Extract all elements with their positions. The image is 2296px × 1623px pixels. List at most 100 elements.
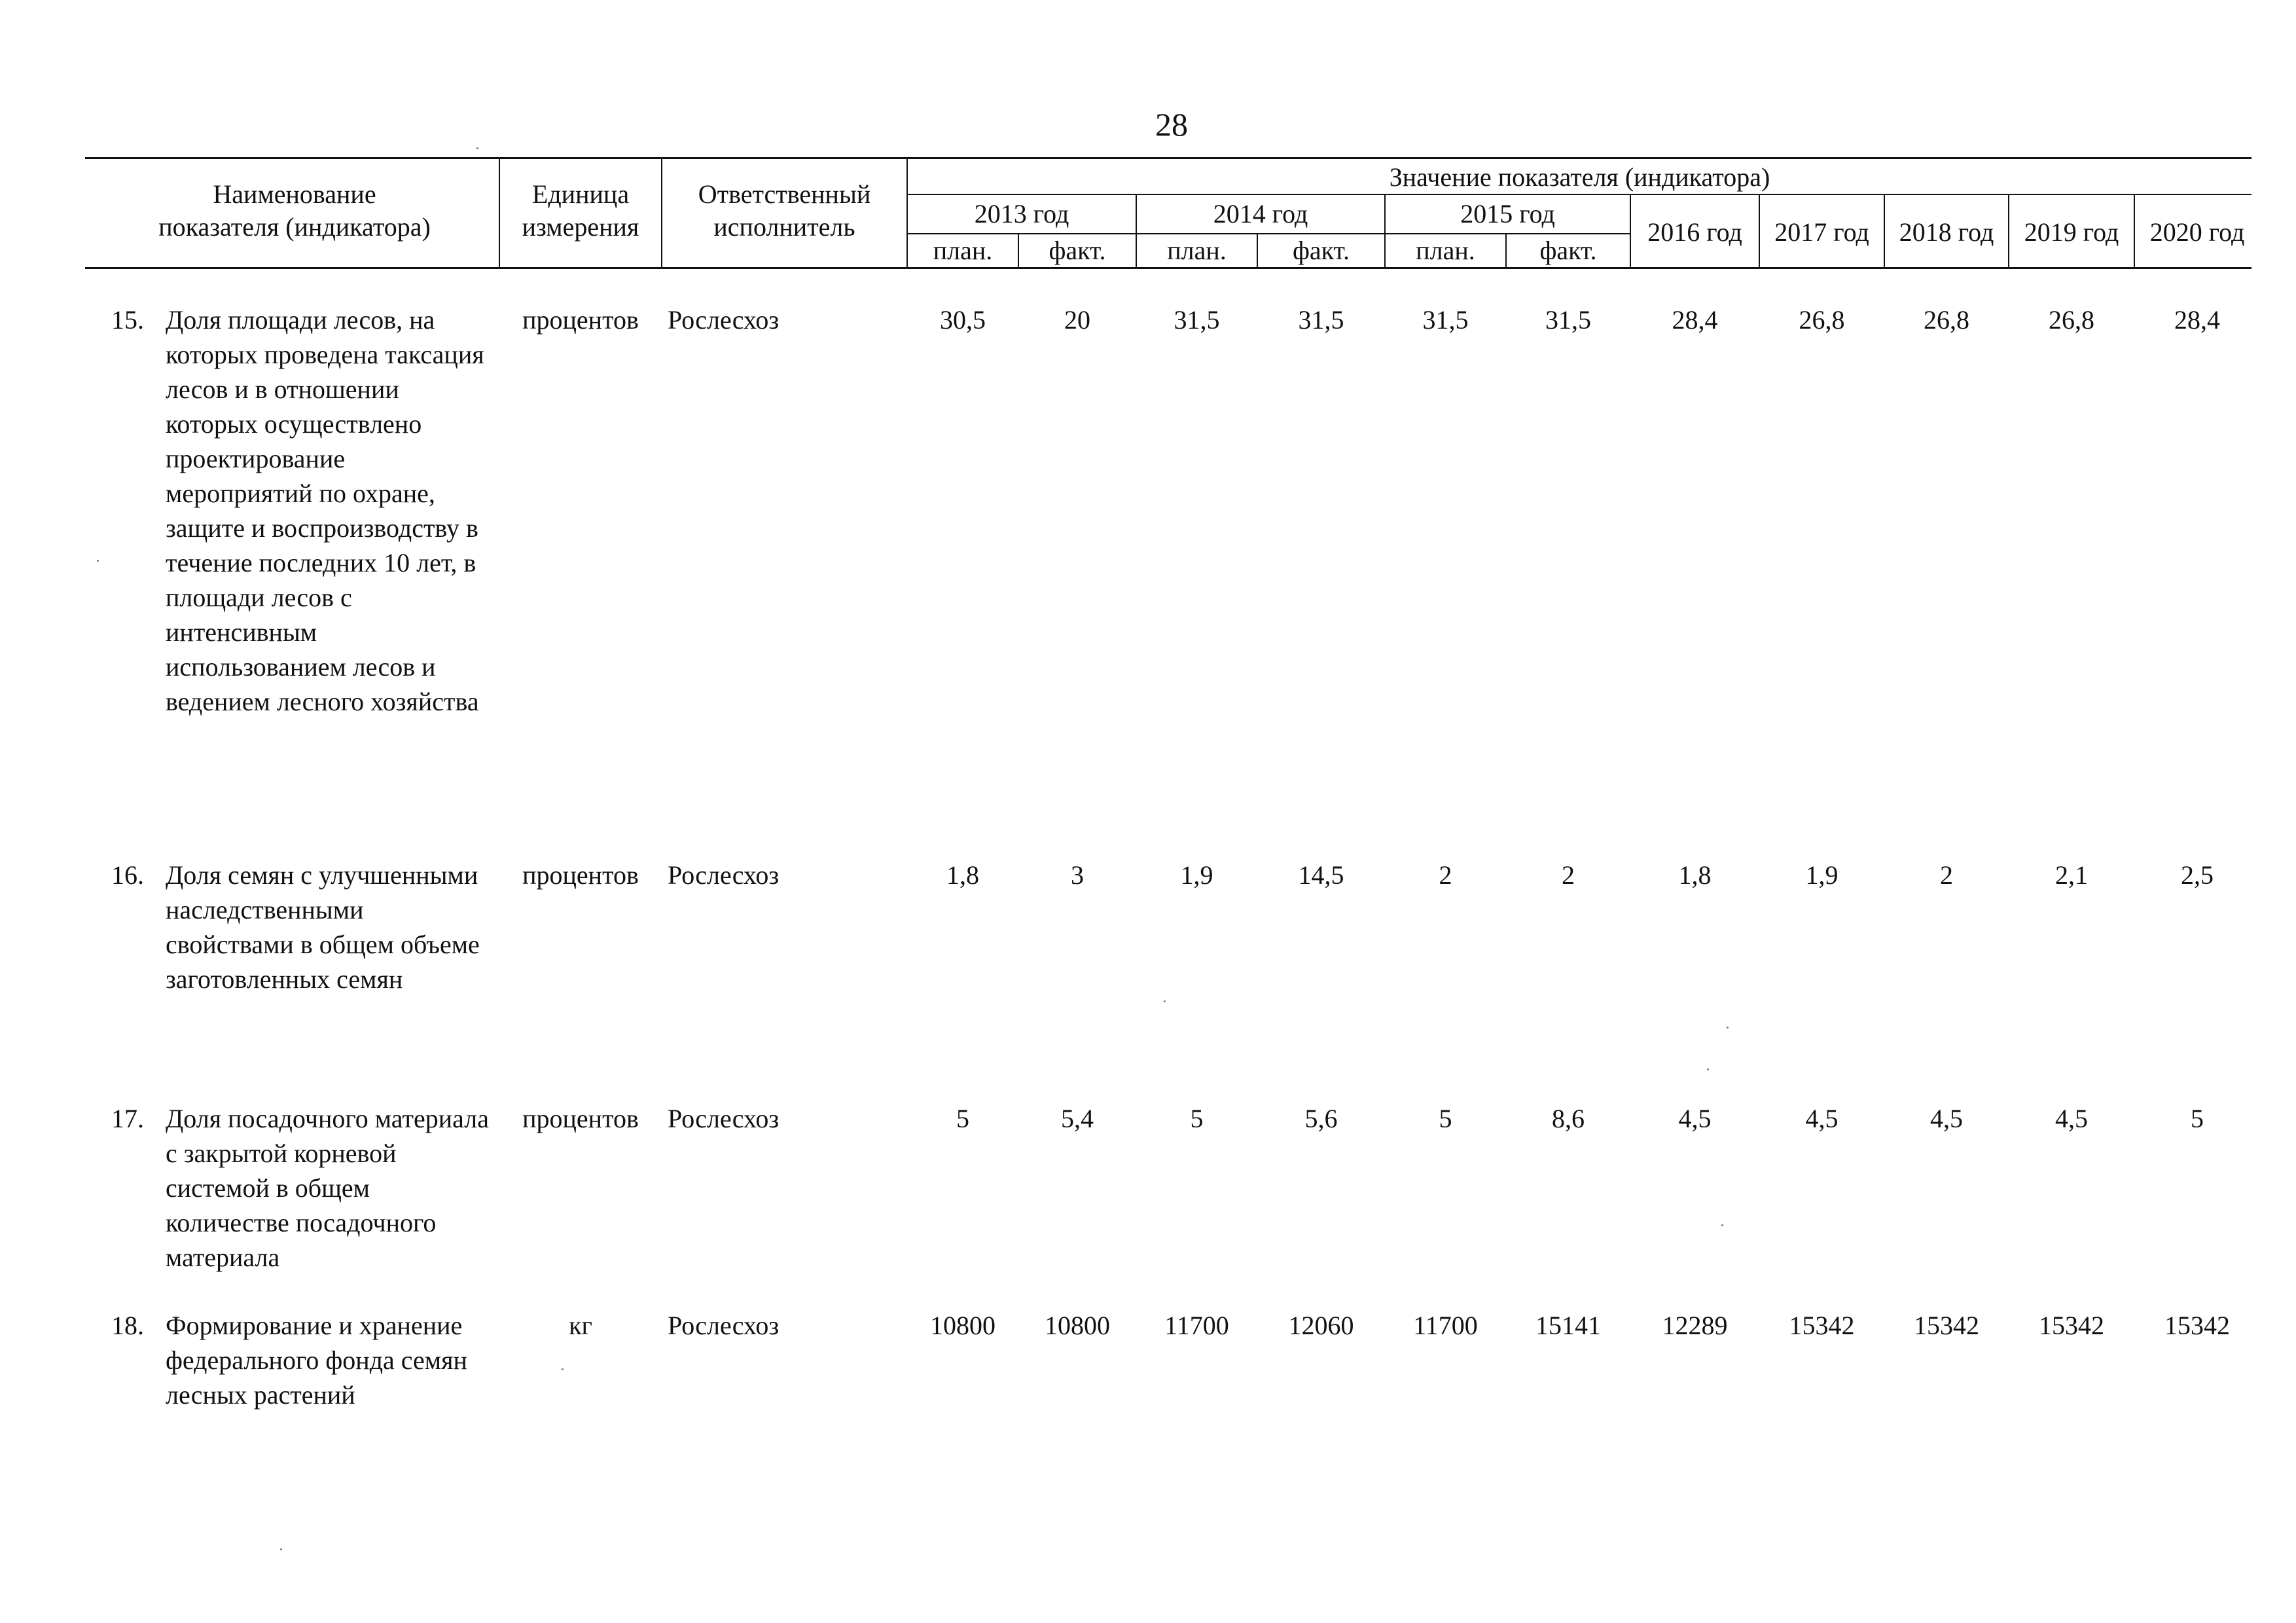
value-2016: 12289 [1662,1311,1728,1340]
value-2013-plan: 30,5 [940,305,986,335]
value-2015-fact: 15141 [1535,1311,1601,1340]
value-2013-plan: 10800 [930,1311,996,1340]
row-number: 16. [111,860,144,890]
header-inner-rule [906,194,2251,195]
row-indicator-name: Доля семян с улучшенными наследственными… [166,860,480,994]
value-2016: 28,4 [1672,305,1718,335]
value-2018: 2 [1940,860,1953,890]
value-2013-fact: 3 [1071,860,1084,890]
header-year-2020: 2020 год [2149,217,2245,247]
value-2019: 15342 [2039,1311,2104,1340]
value-2013-fact: 10800 [1045,1311,1110,1340]
row-indicator-name: Формирование и хранение федерального фон… [166,1311,467,1410]
value-2014-fact: 12060 [1288,1311,1354,1340]
header-fact: факт. [1049,236,1106,265]
header-divider [1630,194,1631,267]
header-divider [1257,233,1258,267]
header-plan: план. [1416,236,1475,265]
header-divider [1759,194,1760,267]
value-2020: 28,4 [2174,305,2220,335]
header-year-2013: 2013 год [974,199,1069,228]
row-indicator-name: Доля посадочного материала с закрытой ко… [166,1104,489,1272]
value-2015-fact: 31,5 [1545,305,1591,335]
scan-speck [1721,1224,1723,1226]
header-executor: Ответственный исполнитель [698,179,871,242]
row-executor: Рослесхоз [668,1311,780,1340]
value-2017: 4,5 [1805,1104,1839,1133]
row-number: 17. [111,1104,144,1133]
page-number: 28 [1155,106,1188,143]
header-divider [1136,194,1137,267]
header-divider [1018,233,1019,267]
row-unit: процентов [522,1104,639,1133]
header-fact: факт. [1292,236,1350,265]
value-2018: 4,5 [1930,1104,1963,1133]
value-2019: 4,5 [2055,1104,2088,1133]
value-2015-plan: 31,5 [1422,305,1469,335]
value-2015-plan: 5 [1439,1104,1452,1133]
row-number: 15. [111,305,144,335]
header-value-group: Значение показателя (индикатора) [1389,162,1770,192]
row-executor: Рослесхоз [668,860,780,890]
value-2016: 1,8 [1678,860,1712,890]
scan-speck [476,147,478,149]
header-plan: план. [1167,236,1227,265]
value-2019: 2,1 [2055,860,2088,890]
value-2020: 15342 [2164,1311,2230,1340]
value-2020: 5 [2191,1104,2204,1133]
value-2016: 4,5 [1678,1104,1712,1133]
header-year-2015: 2015 год [1460,199,1555,228]
header-inner-rule [906,233,1630,234]
header-fact: факт. [1539,236,1597,265]
value-2018: 15342 [1914,1311,1979,1340]
value-2014-plan: 1,9 [1180,860,1213,890]
scan-speck [280,1548,282,1550]
row-unit: процентов [522,305,639,335]
value-2015-fact: 8,6 [1552,1104,1585,1133]
header-divider [1384,194,1386,267]
header-year-2014: 2014 год [1213,199,1308,228]
value-2014-fact: 14,5 [1298,860,1344,890]
value-2015-plan: 11700 [1413,1311,1478,1340]
value-2014-plan: 11700 [1164,1311,1229,1340]
value-2017: 26,8 [1799,305,1845,335]
scan-speck [1707,1068,1709,1070]
table-top-rule [85,157,2251,159]
header-year-2017: 2017 год [1774,217,1869,247]
value-2015-plan: 2 [1439,860,1452,890]
row-number: 18. [111,1311,144,1340]
row-executor: Рослесхоз [668,305,780,335]
value-2013-plan: 1,8 [946,860,979,890]
value-2014-plan: 31,5 [1174,305,1220,335]
header-plan: план. [933,236,993,265]
scan-speck [1164,1000,1166,1002]
header-divider [1884,194,1885,267]
header-name: Наименование показателя (индикатора) [158,179,431,242]
scan-speck [1727,1027,1729,1029]
value-2014-fact: 5,6 [1304,1104,1338,1133]
header-divider [906,157,908,267]
value-2013-plan: 5 [956,1104,969,1133]
header-year-2016: 2016 год [1647,217,1742,247]
value-2020: 2,5 [2181,860,2214,890]
row-unit: процентов [522,860,639,890]
value-2013-fact: 5,4 [1061,1104,1094,1133]
header-year-2018: 2018 год [1899,217,1994,247]
value-2015-fact: 2 [1562,860,1575,890]
row-indicator-name: Доля площади лесов, на которых проведена… [166,305,484,716]
row-unit: кг [569,1311,592,1340]
header-divider [2134,194,2135,267]
value-2019: 26,8 [2049,305,2094,335]
header-divider [661,157,662,267]
header-divider [1505,233,1507,267]
value-2017: 15342 [1789,1311,1855,1340]
value-2013-fact: 20 [1064,305,1090,335]
header-divider [2008,194,2009,267]
value-2017: 1,9 [1805,860,1839,890]
table-header-bottom-rule [85,267,2251,269]
value-2014-plan: 5 [1190,1104,1204,1133]
header-year-2019: 2019 год [2024,217,2119,247]
header-divider [499,157,500,267]
header-unit: Единица измерения [522,179,639,242]
